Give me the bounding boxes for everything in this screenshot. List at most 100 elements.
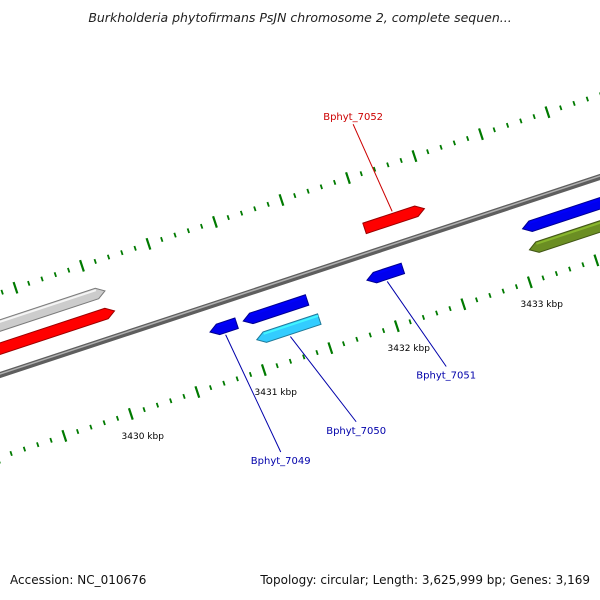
ruler-label: 3430 kbp [122, 432, 165, 442]
reverse-tick-mark [260, 364, 267, 377]
forward-tick-mark [386, 162, 390, 168]
ruler-label: 3433 kbp [521, 300, 564, 310]
gray-gene-left[interactable] [0, 287, 106, 335]
gene-Bphyt_7051-leader [386, 281, 447, 367]
forward-tick-mark [133, 245, 137, 251]
forward-tick-mark [278, 193, 285, 207]
gene-layer [0, 139, 600, 356]
forward-tick-mark [519, 118, 523, 124]
forward-tick-mark [79, 259, 85, 272]
forward-tick-mark [53, 272, 57, 278]
reverse-tick-mark [501, 288, 505, 294]
gene-Bphyt_7053-highlight [529, 198, 600, 224]
reverse-tick-mark [222, 380, 226, 386]
forward-tick-mark [452, 140, 456, 146]
reverse-tick-mark [435, 310, 439, 316]
forward-tick-mark [585, 96, 589, 102]
forward-tick-mark [0, 289, 4, 295]
backbone-highlight [0, 175, 600, 375]
gray-gene-left-highlight [0, 289, 97, 323]
reverse-tick-mark [488, 292, 492, 299]
reverse-tick-mark [475, 297, 479, 303]
forward-tick-mark [120, 250, 124, 256]
reverse-tick-mark [315, 349, 319, 356]
forward-tick-mark [319, 184, 323, 190]
reverse-tick-mark [9, 450, 13, 457]
gene-Bphyt_7053[interactable] [521, 139, 600, 232]
reverse-tick-mark [355, 336, 359, 342]
red-gene-left[interactable] [0, 307, 116, 356]
genome-backbone [0, 173, 600, 379]
reverse-tick-mark [89, 424, 93, 430]
forward-tick-mark [93, 258, 97, 264]
reverse-tick-mark [155, 402, 160, 408]
forward-tick-mark [293, 193, 297, 199]
reverse-tick-mark [288, 358, 293, 364]
forward-tick-mark [266, 201, 270, 207]
forward-tick-mark [426, 149, 430, 155]
gene-Bphyt_7052-label[interactable]: Bphyt_7052 [323, 112, 383, 123]
leader-layer [225, 124, 447, 453]
forward-tick-mark [145, 237, 152, 250]
forward-tick-mark [559, 105, 563, 111]
reverse-tick-mark [302, 354, 306, 360]
forward-tick-mark [333, 179, 337, 185]
ruler-label: 3432 kbp [388, 344, 431, 354]
gene-Bphyt_7052-highlight [363, 206, 416, 226]
reverse-tick-mark [526, 276, 533, 289]
reverse-tick-mark [448, 306, 452, 312]
reverse-tick-mark [541, 275, 545, 281]
ruler-label: 3431 kbp [255, 388, 298, 398]
gene-Bphyt_7050-leader [289, 336, 357, 423]
reverse-tick-mark [49, 437, 53, 443]
reverse-tick-mark [36, 442, 40, 448]
reverse-tick-mark [102, 420, 106, 426]
gene-Bphyt_7052-leader [352, 124, 393, 212]
forward-tick-mark [399, 157, 403, 164]
forward-tick-mark [544, 106, 551, 119]
reverse-tick-mark [342, 341, 346, 347]
forward-tick-mark [505, 122, 510, 128]
forward-tick-mark [572, 100, 576, 106]
forward-tick-mark [466, 135, 470, 142]
accession-label: Accession: NC_010676 [10, 573, 147, 587]
gene-Bphyt_7052[interactable] [362, 205, 426, 235]
reverse-tick-mark [514, 284, 519, 290]
tick-layer [0, 92, 600, 464]
gene-Bphyt_7049-label[interactable]: Bphyt_7049 [251, 456, 311, 467]
forward-tick-mark [411, 150, 418, 163]
reverse-tick-mark [327, 342, 334, 355]
forward-tick-mark [306, 188, 310, 194]
reverse-tick-mark [421, 314, 426, 320]
reverse-tick-mark [381, 328, 386, 334]
forward-tick-mark [67, 267, 71, 273]
gene-Bphyt_7050-label[interactable]: Bphyt_7050 [326, 426, 386, 437]
forward-tick-mark [173, 232, 177, 238]
reverse-tick-mark [169, 398, 173, 404]
forward-tick-mark [40, 276, 44, 282]
reverse-tick-mark [275, 363, 279, 369]
reverse-tick-mark [115, 415, 120, 421]
forward-tick-mark [478, 128, 484, 141]
reverse-tick-mark [568, 266, 572, 272]
red-gene-left-highlight [0, 309, 106, 347]
reverse-tick-mark [368, 332, 372, 338]
forward-tick-mark [27, 280, 31, 286]
reverse-tick-mark [194, 385, 201, 399]
forward-tick-mark [106, 254, 111, 260]
forward-tick-mark [200, 223, 204, 229]
forward-tick-mark [359, 171, 363, 177]
olive-gene-7053-highlight [536, 221, 600, 245]
gene-Bphyt_7051-label[interactable]: Bphyt_7051 [416, 370, 476, 381]
reverse-tick-mark [581, 262, 585, 268]
forward-tick-mark [239, 210, 244, 216]
forward-tick-mark [12, 281, 19, 294]
reverse-tick-mark [127, 407, 134, 421]
forward-tick-mark [186, 228, 190, 234]
reverse-tick-mark [61, 429, 68, 442]
forward-tick-mark [212, 215, 218, 228]
reverse-tick-mark [235, 376, 239, 382]
reverse-tick-mark [209, 385, 213, 391]
